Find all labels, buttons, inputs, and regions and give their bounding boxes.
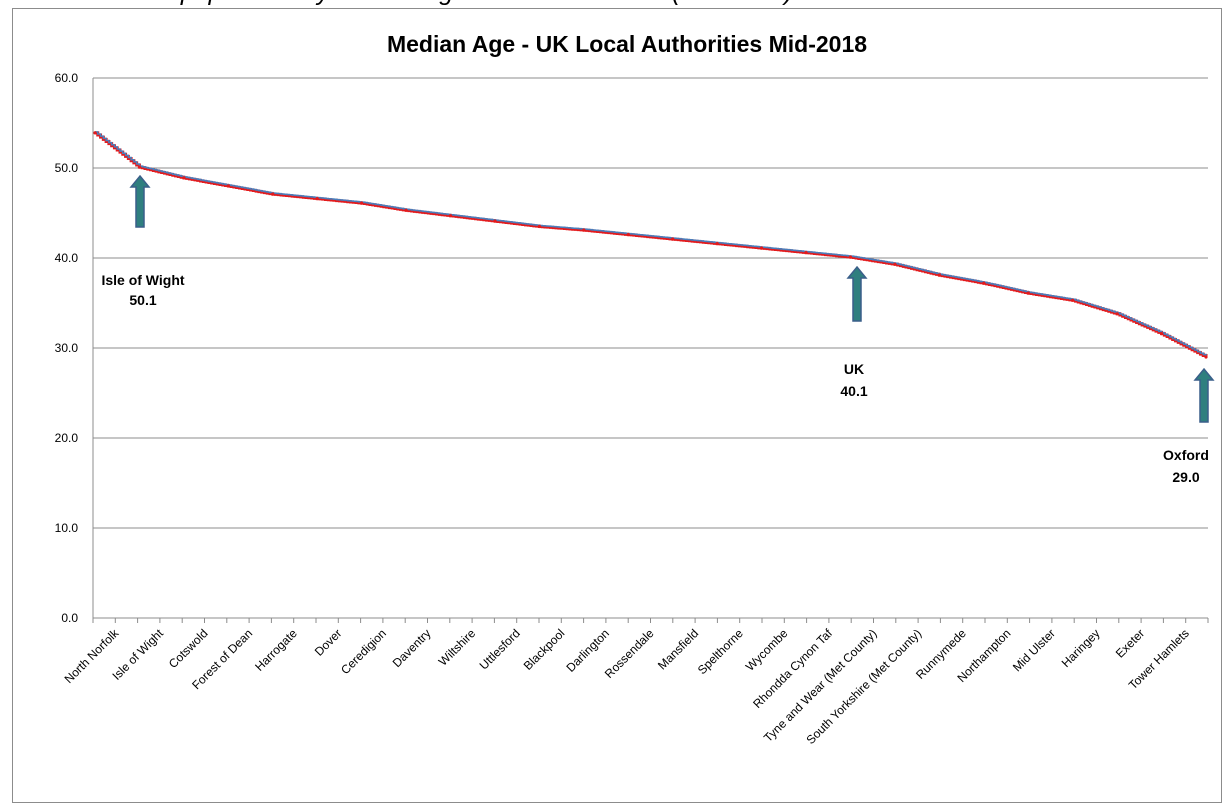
y-tick-label: 0.0 — [61, 611, 78, 625]
x-category-label: Harrogate — [252, 626, 300, 674]
annotation-label: UK — [844, 361, 864, 377]
data-point — [93, 131, 97, 135]
chart-title: Median Age - UK Local Authorities Mid-20… — [387, 31, 867, 57]
x-category-label: Exeter — [1113, 626, 1147, 660]
data-point — [1115, 312, 1119, 316]
annotation-label: Oxford — [1163, 447, 1209, 463]
data-point — [760, 246, 764, 250]
data-point — [271, 192, 275, 196]
x-category-label: Rhondda Cynon Taf — [750, 626, 835, 711]
data-point — [315, 197, 319, 201]
x-category-label: Blackpool — [521, 626, 568, 673]
data-point — [1204, 355, 1208, 359]
data-point — [360, 201, 364, 205]
annotation-value: 29.0 — [1172, 469, 1199, 485]
data-point — [982, 281, 986, 285]
data-point — [804, 251, 808, 255]
x-category-label: Haringey — [1059, 626, 1103, 670]
x-category-label: Rossendale — [602, 626, 657, 681]
gridlines — [93, 77, 1208, 529]
y-tick-label: 20.0 — [55, 431, 79, 445]
header-text: ...population by median age: Local Autho… — [0, 0, 1225, 8]
x-category-label: Cotswold — [166, 626, 211, 671]
y-tick-label: 30.0 — [55, 341, 79, 355]
data-point — [493, 219, 497, 223]
data-point — [137, 165, 142, 169]
data-point — [448, 214, 453, 218]
data-point — [893, 262, 897, 266]
series-line-blue — [95, 131, 1207, 356]
series-lines — [93, 131, 1208, 359]
y-axis-ticks: 0.0 10.0 20.0 30.0 40.0 50.0 60.0 — [55, 71, 79, 625]
data-point — [1026, 291, 1030, 295]
x-category-label: Uttlesford — [477, 626, 523, 672]
data-point — [226, 184, 230, 188]
y-tick-label: 50.0 — [55, 161, 79, 175]
x-category-label: Mid Ulster — [1010, 626, 1058, 674]
arrow-uk — [846, 265, 868, 322]
data-point — [182, 176, 186, 180]
y-tick-label: 60.0 — [55, 71, 79, 85]
x-category-label: Dover — [312, 626, 345, 659]
series-line-red — [95, 131, 1208, 358]
data-point — [537, 224, 542, 229]
data-point — [671, 237, 675, 241]
data-point — [582, 228, 586, 232]
arrow-oxford — [1193, 367, 1215, 423]
data-point — [1159, 332, 1164, 336]
annotation-value: 50.1 — [129, 292, 156, 308]
y-tick-label: 40.0 — [55, 251, 79, 265]
x-category-label: Ceredigion — [338, 626, 389, 677]
data-point — [626, 233, 630, 237]
annotation-label: Isle of Wight — [101, 272, 184, 288]
x-category-label: Daventry — [390, 626, 434, 670]
data-point — [715, 242, 719, 246]
x-category-label: Spelthorne — [695, 626, 746, 677]
annotation-value: 40.1 — [840, 383, 867, 399]
data-point — [404, 208, 408, 212]
annotations: Isle of Wight 50.1 UK 40.1 Oxford 29.0 — [101, 174, 1215, 485]
y-tick-label: 10.0 — [55, 521, 79, 535]
arrow-isle-of-wight — [129, 174, 151, 228]
data-point — [937, 273, 941, 277]
data-point — [1071, 298, 1075, 302]
x-category-label: Wiltshire — [436, 626, 479, 669]
data-point — [848, 255, 853, 259]
x-category-label: Mansfield — [655, 626, 701, 672]
chart-frame — [12, 8, 1222, 803]
